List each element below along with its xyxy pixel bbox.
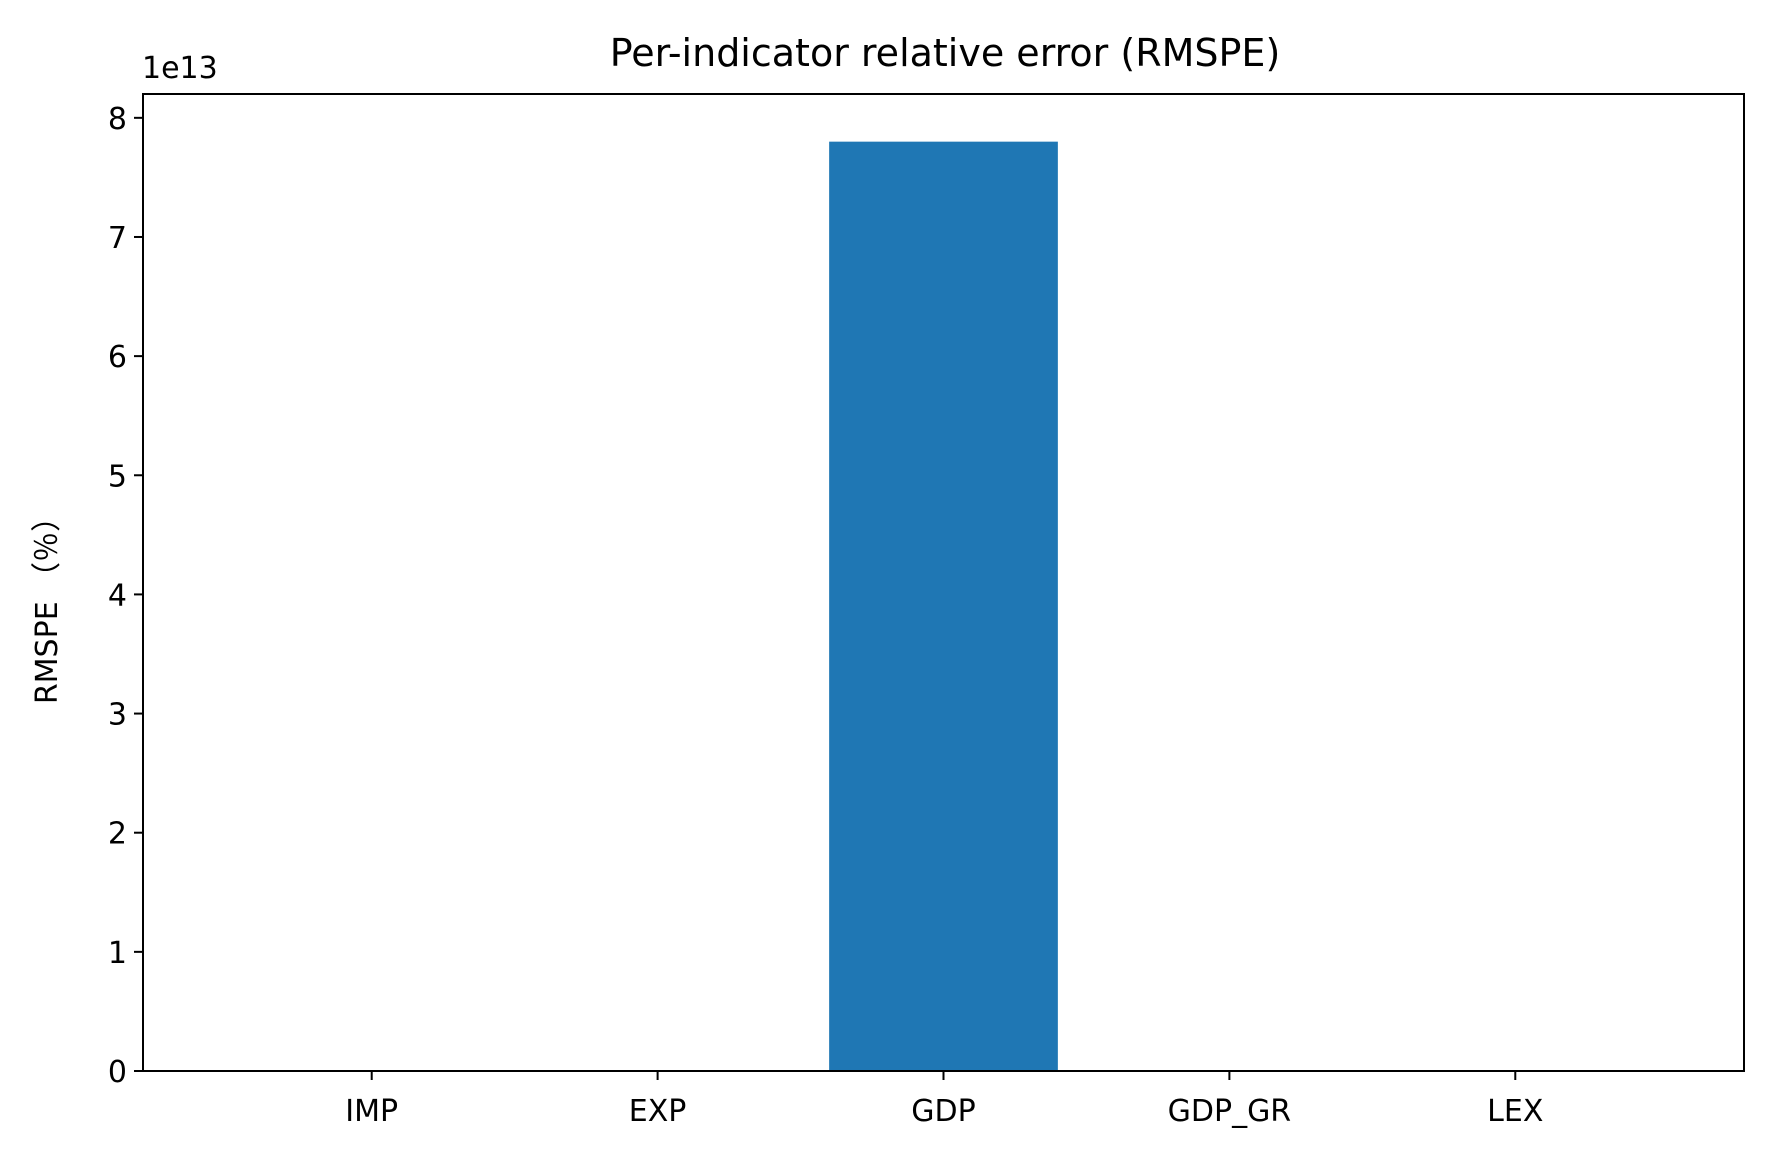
plot-frame bbox=[142, 93, 1745, 1072]
y-tick-label: 2 bbox=[108, 817, 127, 852]
x-tick-label: IMP bbox=[345, 1094, 398, 1129]
y-tick-label: 5 bbox=[108, 459, 127, 494]
y-tick-label: 0 bbox=[108, 1055, 127, 1090]
x-tick-label: LEX bbox=[1487, 1094, 1543, 1129]
y-axis: 0 1 2 3 4 5 6 7 8 bbox=[108, 102, 143, 1090]
chart-title: Per-indicator relative error (RMSPE) bbox=[610, 31, 1281, 75]
y-tick-label: 6 bbox=[108, 340, 127, 375]
x-tick-label: GDP_GR bbox=[1168, 1094, 1292, 1129]
x-tick-label: GDP bbox=[911, 1094, 975, 1129]
y-tick-label: 4 bbox=[108, 578, 127, 613]
x-axis: IMP EXP GDP GDP_GR LEX bbox=[345, 1071, 1543, 1129]
bar-gdp bbox=[829, 141, 1058, 1071]
bars-layer bbox=[829, 141, 1058, 1071]
x-tick-label: EXP bbox=[629, 1094, 687, 1129]
y-axis-label: RMSPE （％） bbox=[30, 502, 65, 704]
y-tick-label: 7 bbox=[108, 221, 127, 256]
y-tick-label: 3 bbox=[108, 698, 127, 733]
y-axis-multiplier: 1e13 bbox=[142, 51, 218, 86]
y-tick-label: 1 bbox=[108, 936, 127, 971]
y-tick-label: 8 bbox=[108, 102, 127, 137]
